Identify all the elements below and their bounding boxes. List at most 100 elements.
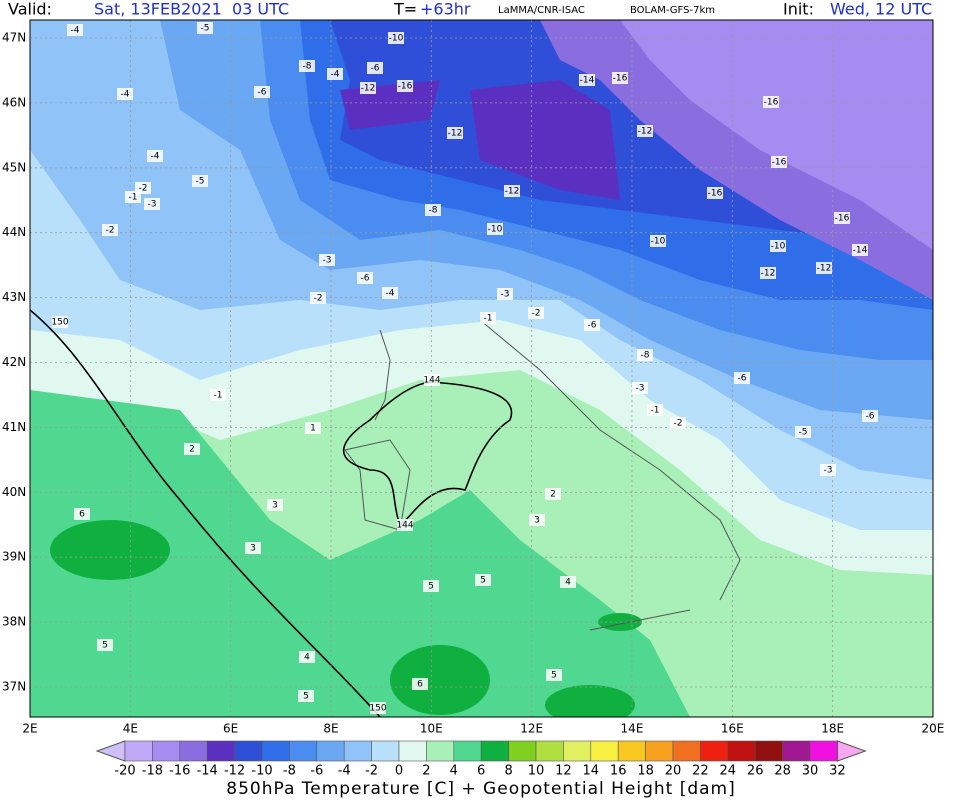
contour-label: 144 <box>396 521 413 531</box>
label-box <box>529 514 545 526</box>
colorbar-box <box>754 740 783 762</box>
label-box <box>707 187 723 199</box>
label-box <box>816 262 832 274</box>
lat-tick-label: 37N <box>2 680 26 694</box>
colorbar-box <box>535 740 564 762</box>
lon-tick-label: 20E <box>922 722 945 736</box>
colorbar-box <box>700 740 729 762</box>
label-box <box>310 292 326 304</box>
colorbar-box <box>234 740 263 762</box>
label-box <box>299 60 315 72</box>
lat-tick-label: 45N <box>2 160 26 174</box>
colorbar-label: 30 <box>802 764 819 779</box>
lon-tick-label: 4E <box>123 722 138 736</box>
contour-label: -12 <box>761 269 776 279</box>
lat-tick-label: 46N <box>2 95 26 109</box>
label-box <box>423 580 439 592</box>
label-box <box>647 404 663 416</box>
label-box <box>67 24 83 36</box>
contour-label: -4 <box>386 289 395 299</box>
colorbar-box <box>727 740 756 762</box>
contour-label: -4 <box>151 152 160 162</box>
label-box <box>97 639 113 651</box>
contour-label: -16 <box>764 98 779 108</box>
colorbar-box <box>563 740 592 762</box>
lon-tick-label: 10E <box>420 722 443 736</box>
contour-label: 2 <box>189 445 195 455</box>
label-box <box>560 576 576 588</box>
colorbar-label: 28 <box>774 764 791 779</box>
contour-label: 5 <box>480 576 486 586</box>
contour-label: -6 <box>258 88 267 98</box>
colorbar-box <box>426 740 455 762</box>
contour-label: 3 <box>534 516 540 526</box>
label-box <box>480 312 496 324</box>
contour-label: -12 <box>638 127 653 137</box>
label-box <box>447 127 463 139</box>
contour-label: -12 <box>505 187 520 197</box>
contour-label: 5 <box>303 692 309 702</box>
colorbar-label: 16 <box>610 764 627 779</box>
contour-label: -2 <box>532 309 541 319</box>
lat-tick-label: 38N <box>2 615 26 629</box>
colorbar-label: 14 <box>583 764 600 779</box>
contour-label: 5 <box>551 671 557 681</box>
label-box <box>299 651 315 663</box>
contour-label: -1 <box>484 314 493 324</box>
lon-tick-label: 8E <box>323 722 338 736</box>
colorbar-box <box>782 740 811 762</box>
lat-tick-label: 47N <box>2 31 26 45</box>
contour-label: -1 <box>214 391 223 401</box>
label-box <box>305 422 321 434</box>
lead-label: T= <box>393 0 417 19</box>
valid-time: Sat, 13FEB2021 03 UTC <box>94 0 289 19</box>
label-box <box>370 702 386 714</box>
contour-label: -3 <box>148 200 157 210</box>
label-box <box>147 150 163 162</box>
label-box <box>612 72 628 84</box>
label-box <box>245 542 261 554</box>
label-box <box>862 410 878 422</box>
contour-label: -4 <box>71 26 80 36</box>
label-box <box>504 185 520 197</box>
colorbar-box <box>809 740 838 762</box>
contour-label: -2 <box>106 226 115 236</box>
label-box <box>102 224 118 236</box>
label-box <box>360 82 376 94</box>
label-box <box>760 267 776 279</box>
contour-label: -16 <box>613 74 628 84</box>
label-box <box>579 74 595 86</box>
contour-label: -6 <box>361 274 370 284</box>
colorbar-box <box>645 740 674 762</box>
colorbar-under <box>95 740 126 762</box>
colorbar-label: 0 <box>395 764 403 779</box>
label-box <box>327 68 343 80</box>
contour-label: -5 <box>196 177 205 187</box>
lat-tick-label: 42N <box>2 355 26 369</box>
colorbar-label: -16 <box>169 764 190 779</box>
label-box <box>497 288 513 300</box>
label-box <box>637 349 653 361</box>
label-box <box>528 307 544 319</box>
label-box <box>424 374 440 386</box>
contour-label: 6 <box>79 510 85 520</box>
colorbar-label: 32 <box>829 764 846 779</box>
contour-label: -3 <box>501 290 510 300</box>
colorbar-label: -2 <box>365 764 378 779</box>
model: BOLAM-GFS-7km <box>630 5 715 16</box>
colorbar-box <box>343 740 372 762</box>
colorbar-label: 22 <box>692 764 709 779</box>
colorbar-label: 24 <box>720 764 737 779</box>
colorbar-label: -20 <box>114 764 135 779</box>
lon-tick-label: 12E <box>520 722 543 736</box>
contour-labels: -4 -5-4-4-5-2-1-3-10-8-4-6-12 -16-6-12-12-… <box>51 22 878 714</box>
temperature-field <box>30 20 933 717</box>
lon-tick-label: 6E <box>223 722 238 736</box>
label-box <box>412 678 428 690</box>
colorbar-label: 4 <box>450 764 458 779</box>
label-box <box>357 272 373 284</box>
colorbar-label: 26 <box>747 764 764 779</box>
contour-label: -10 <box>389 34 404 44</box>
label-box <box>125 191 141 203</box>
contour-label: 6 <box>417 680 423 690</box>
